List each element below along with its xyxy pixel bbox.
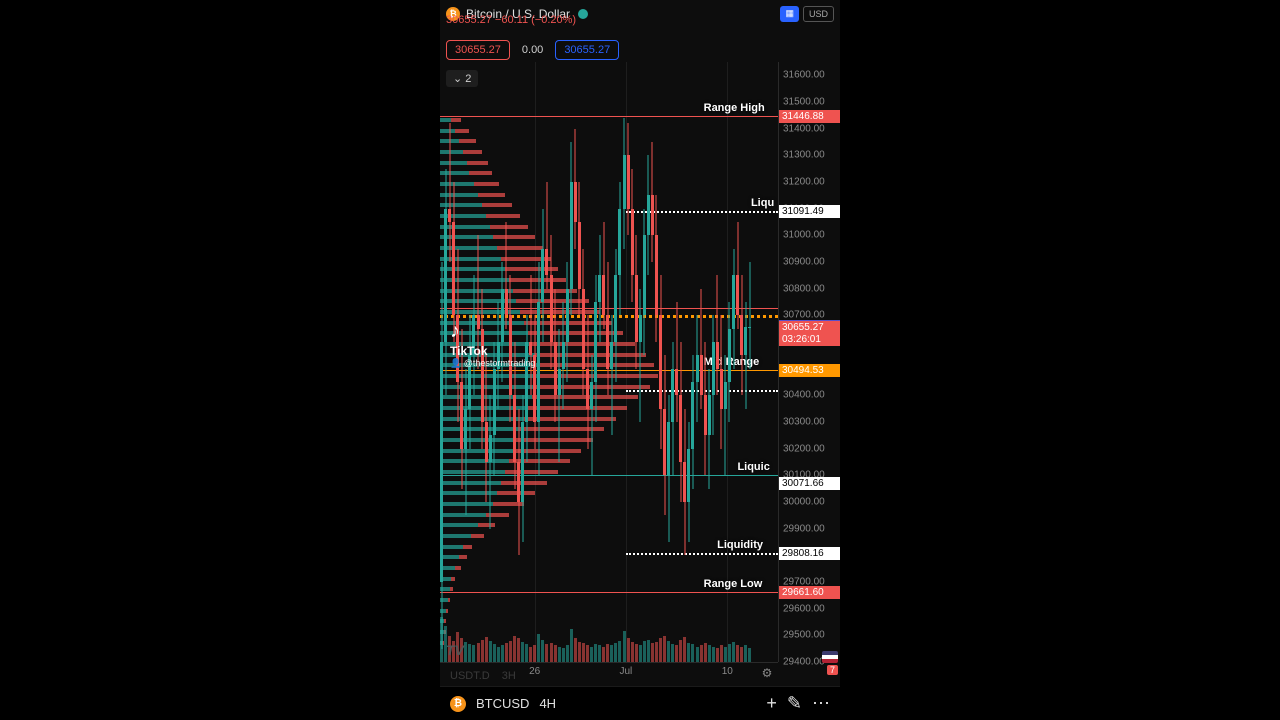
y-tick: 29600.00	[783, 603, 825, 614]
price-summary: 30655.27 −60.11 (−0.20%)	[446, 14, 576, 26]
ohlc-spread: 0.00	[514, 41, 551, 59]
symbol-button[interactable]: BTCUSD	[476, 696, 529, 711]
price-tag: 31091.49	[779, 205, 840, 218]
y-tick: 29900.00	[783, 523, 825, 534]
ghost-tab-row: USDT.D 3H	[440, 666, 840, 686]
timeframe-button[interactable]: 4H	[539, 696, 556, 711]
y-tick: 31500.00	[783, 97, 825, 108]
y-tick: 30000.00	[783, 497, 825, 508]
y-tick: 30800.00	[783, 283, 825, 294]
y-tick: 31200.00	[783, 177, 825, 188]
ghost-timeframe: 3H	[502, 670, 516, 682]
price-tag: 29661.60	[779, 586, 840, 599]
price-tag: 30071.66	[779, 477, 840, 490]
price-tag: 29808.16	[779, 547, 840, 560]
y-tick: 30900.00	[783, 257, 825, 268]
flag-icon	[822, 651, 838, 663]
y-tick: 30300.00	[783, 417, 825, 428]
price-tag: 31446.88	[779, 110, 840, 123]
bitcoin-icon: ₿	[450, 696, 466, 712]
line-label: Liquidity	[717, 539, 763, 551]
ohlc-ask[interactable]: 30655.27	[555, 40, 619, 60]
phone-frame: ₿ Bitcoin / U.S. Dollar ▦ USD 30655.27 −…	[440, 0, 840, 720]
more-menu-icon[interactable]: ⋯	[812, 693, 830, 714]
y-tick: 30200.00	[783, 443, 825, 454]
market-open-dot	[578, 9, 588, 19]
currency-button[interactable]: USD	[803, 6, 834, 22]
tradingview-logo: TV	[446, 642, 464, 658]
y-tick: 30400.00	[783, 390, 825, 401]
y-tick: 31600.00	[783, 70, 825, 81]
tiktok-user: 👤 @thestormtrading	[450, 358, 535, 369]
price-tag: 03:26:01	[779, 333, 840, 346]
ohlc-row: 30655.27 0.00 30655.27	[446, 40, 619, 60]
ghost-symbol: USDT.D	[450, 670, 490, 682]
y-tick: 31300.00	[783, 150, 825, 161]
line-label: Range High	[704, 102, 765, 114]
header-blue-button[interactable]: ▦	[780, 6, 799, 22]
bottom-toolbar: ₿ BTCUSD 4H + ✎ ⋯	[440, 686, 840, 720]
y-tick: 29500.00	[783, 630, 825, 641]
tiktok-icon: ♪	[450, 320, 472, 342]
price-tag: 30494.53	[779, 364, 840, 377]
y-tick: 31000.00	[783, 230, 825, 241]
add-tool-icon[interactable]: +	[766, 693, 777, 714]
y-tick: 31400.00	[783, 123, 825, 134]
line-label: Liqu	[751, 197, 774, 209]
y-axis[interactable]: 31600.00 31500.00 31400.00 31300.00 31200.00…	[778, 62, 840, 662]
draw-tool-icon[interactable]: ✎	[787, 693, 802, 714]
tiktok-label: TikTok	[450, 344, 535, 358]
ohlc-bid[interactable]: 30655.27	[446, 40, 510, 60]
tiktok-watermark: ♪ TikTok 👤 @thestormtrading	[450, 320, 535, 369]
line-label: Liquic	[737, 461, 769, 473]
line-label: Range Low	[704, 578, 763, 590]
